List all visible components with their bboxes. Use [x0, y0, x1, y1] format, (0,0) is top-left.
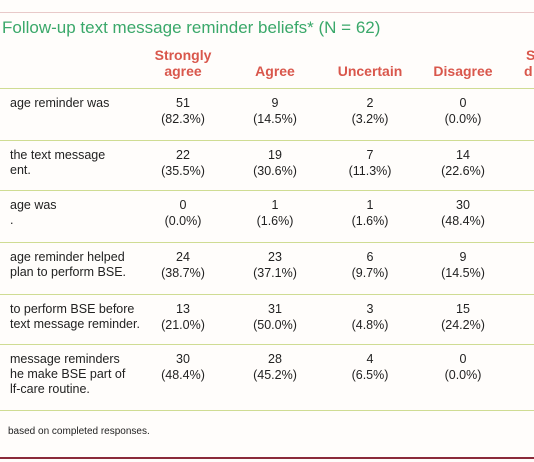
row-rule — [0, 140, 534, 141]
row-label: the text message — [10, 148, 106, 162]
column-header: S — [526, 47, 534, 63]
cell-percent: (21.0%) — [161, 318, 205, 332]
row-label: ent. — [10, 163, 31, 177]
row-label: plan to perform BSE. — [10, 265, 127, 279]
cell-count: 22 — [176, 148, 190, 162]
cell-count: 13 — [176, 302, 190, 316]
cell-percent: (48.4%) — [441, 214, 485, 228]
column-header: agree — [164, 63, 202, 79]
cell-percent: (50.0%) — [253, 318, 297, 332]
cell-count: 15 — [456, 302, 470, 316]
rule — [0, 12, 534, 13]
cell-count: 3 — [366, 302, 374, 316]
cell-percent: (0.0%) — [444, 368, 482, 382]
cell-count: 51 — [176, 96, 190, 110]
cell-count: 7 — [366, 148, 374, 162]
cell-count: 28 — [268, 352, 282, 366]
column-header: d — [524, 63, 533, 79]
row-label: age was — [10, 198, 57, 212]
cell-count: 19 — [268, 148, 282, 162]
cell-percent: (11.3%) — [348, 164, 392, 178]
row-label: message reminders — [10, 352, 120, 366]
cell-count: 30 — [176, 352, 190, 366]
row-rule — [0, 294, 534, 295]
row-label: text message reminder. — [10, 317, 140, 331]
cell-percent: (14.5%) — [441, 266, 485, 280]
cell-percent: (22.6%) — [441, 164, 485, 178]
cell-percent: (4.8%) — [351, 318, 389, 332]
cell-percent: (45.2%) — [253, 368, 297, 382]
cell-count: 2 — [366, 96, 374, 110]
column-header: Agree — [255, 63, 295, 79]
row-rule — [0, 410, 534, 411]
cell-percent: (24.2%) — [441, 318, 485, 332]
cell-count: 0 — [459, 96, 467, 110]
cell-percent: (1.6%) — [351, 214, 389, 228]
cell-count: 0 — [459, 352, 467, 366]
cell-count: 30 — [456, 198, 470, 212]
row-rule — [0, 344, 534, 345]
table-title: Follow-up text message reminder beliefs*… — [2, 18, 381, 37]
row-label: lf-care routine. — [10, 382, 90, 396]
cell-count: 6 — [366, 250, 374, 264]
cell-percent: (38.7%) — [161, 266, 205, 280]
cell-count: 4 — [366, 352, 374, 366]
cell-percent: (9.7%) — [351, 266, 389, 280]
cell-percent: (82.3%) — [161, 112, 205, 126]
cell-count: 14 — [456, 148, 470, 162]
row-label: . — [10, 213, 14, 227]
row-rule — [0, 88, 534, 89]
cell-percent: (3.2%) — [351, 112, 389, 126]
cell-count: 1 — [366, 198, 374, 212]
column-header: Strongly — [154, 47, 212, 63]
row-label: to perform BSE before — [10, 302, 135, 316]
cell-count: 31 — [268, 302, 282, 316]
cell-percent: (35.5%) — [161, 164, 205, 178]
bottom-rule — [0, 457, 534, 459]
row-rule — [0, 242, 534, 243]
column-header: Uncertain — [337, 63, 403, 79]
cell-count: 9 — [271, 96, 279, 110]
cell-percent: (0.0%) — [444, 112, 482, 126]
cell-percent: (30.6%) — [253, 164, 297, 178]
column-header: Disagree — [433, 63, 493, 79]
cell-count: 9 — [459, 250, 467, 264]
row-rule — [0, 190, 534, 191]
cell-percent: (6.5%) — [351, 368, 389, 382]
row-label: age reminder was — [10, 96, 110, 110]
footnote: based on completed responses. — [8, 426, 150, 437]
cell-count: 0 — [179, 198, 187, 212]
cell-count: 1 — [271, 198, 279, 212]
cell-percent: (1.6%) — [256, 214, 294, 228]
cell-percent: (14.5%) — [253, 112, 297, 126]
cell-percent: (37.1%) — [253, 266, 297, 280]
cell-count: 23 — [268, 250, 282, 264]
row-label: he make BSE part of — [10, 367, 126, 381]
cell-count: 24 — [176, 250, 190, 264]
cell-percent: (48.4%) — [161, 368, 205, 382]
cell-percent: (0.0%) — [164, 214, 202, 228]
row-label: age reminder helped — [10, 250, 125, 264]
